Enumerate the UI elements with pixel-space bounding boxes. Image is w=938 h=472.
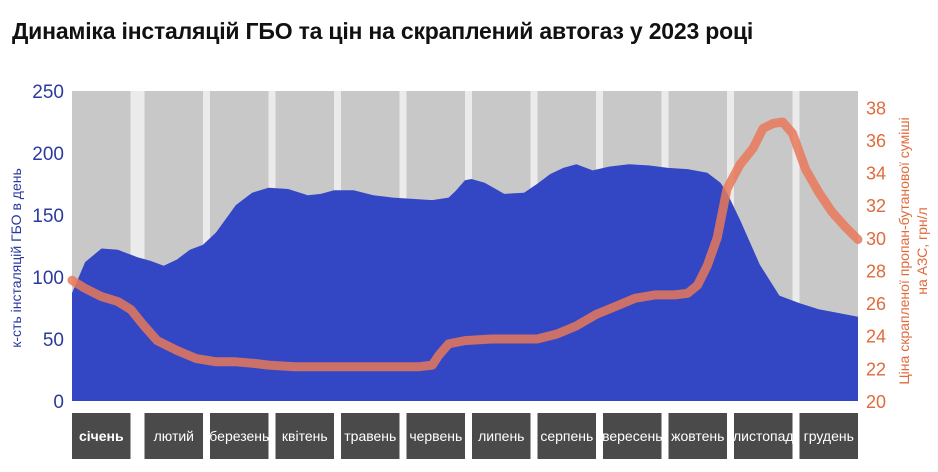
price-line bbox=[67, 117, 863, 372]
month-label: січень bbox=[79, 428, 124, 444]
right-tick-label: 38 bbox=[866, 98, 886, 118]
month-label: травень bbox=[344, 428, 396, 444]
month-label-box bbox=[275, 413, 334, 459]
month-label-box bbox=[734, 413, 793, 459]
chart-title: Динаміка інсталяцій ГБО та цін на скрапл… bbox=[12, 18, 754, 44]
month-label-box bbox=[668, 413, 727, 459]
right-tick-label: 30 bbox=[866, 229, 886, 249]
month-label-box bbox=[406, 413, 465, 459]
month-label: березень bbox=[209, 428, 269, 444]
right-tick-label: 34 bbox=[866, 164, 886, 184]
left-tick-label: 100 bbox=[32, 268, 64, 289]
month-labels: січень лютий березень квітень травень червень… bbox=[72, 413, 858, 459]
month-label: квітень bbox=[282, 428, 328, 444]
right-tick-label: 36 bbox=[866, 131, 886, 151]
right-tick-label: 28 bbox=[866, 262, 886, 282]
right-tick-label: 26 bbox=[866, 294, 886, 314]
month-label: серпень bbox=[540, 428, 593, 444]
left-axis-ticks: 0 50 100 150 200 250 bbox=[32, 82, 64, 413]
left-tick-label: 150 bbox=[32, 206, 64, 227]
month-label-box bbox=[341, 413, 400, 459]
month-label: листопад bbox=[733, 428, 794, 444]
left-tick-label: 200 bbox=[32, 144, 64, 165]
right-tick-label: 20 bbox=[866, 392, 886, 412]
month-label: липень bbox=[478, 428, 524, 444]
right-axis-ticks: 20 22 24 26 28 30 32 34 36 38 bbox=[866, 98, 886, 412]
left-tick-label: 50 bbox=[43, 330, 64, 351]
left-tick-label: 250 bbox=[32, 82, 64, 103]
right-tick-label: 32 bbox=[866, 196, 886, 216]
month-label-box bbox=[144, 413, 203, 459]
month-label: вересень bbox=[602, 428, 662, 444]
month-label: червень bbox=[409, 428, 462, 444]
right-axis-title-line2: на АЗС, грн/л bbox=[914, 207, 930, 294]
right-tick-label: 24 bbox=[866, 327, 886, 347]
month-label-box bbox=[472, 413, 531, 459]
installations-area bbox=[72, 164, 858, 401]
left-axis-title: к-сть інсталяцій ГБО в день bbox=[8, 168, 24, 348]
month-label: грудень bbox=[804, 428, 854, 444]
month-label-box bbox=[72, 413, 131, 459]
right-tick-label: 22 bbox=[866, 359, 886, 379]
left-tick-label: 0 bbox=[53, 392, 64, 413]
month-label-box bbox=[210, 413, 269, 459]
right-axis-title-line1: Ціна скрапленої пропан-бутанової суміші bbox=[896, 117, 912, 384]
month-label-box bbox=[537, 413, 596, 459]
month-label: жовтень bbox=[671, 428, 724, 444]
month-label-box bbox=[603, 413, 662, 459]
month-label-box bbox=[799, 413, 858, 459]
month-label: лютий bbox=[154, 428, 194, 444]
